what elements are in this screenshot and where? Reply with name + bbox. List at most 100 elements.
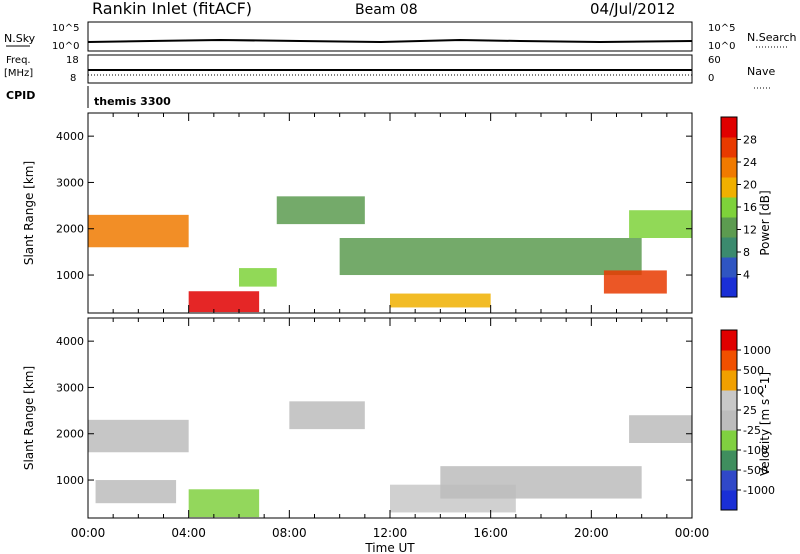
power-cbar-segment-3 [721, 217, 737, 238]
velocity-ytick-label-0: 1000 [56, 474, 84, 487]
velocity-cbar-label-3: 25 [743, 404, 757, 417]
power-colorbar: 28 24 20 16 12 8 4 [720, 116, 757, 298]
velocity-panel: Slant Range [km] 1000 2000 3000 4000 [22, 317, 693, 519]
power-ytick-label-1: 2000 [56, 223, 84, 236]
power-cbar-label-1: 24 [743, 156, 757, 169]
power-ytick-label-0: 1000 [56, 269, 84, 282]
velocity-cbar-label-2: 100 [743, 384, 764, 397]
date-label: 04/Jul/2012 [590, 0, 675, 18]
station-title: Rankin Inlet (fitACF) [92, 0, 252, 18]
power-cbar-label-5: 8 [743, 246, 750, 259]
noise-left-top: 10^5 [52, 23, 79, 34]
power-cbar-label-4: 12 [743, 224, 757, 237]
velocity-ylabel: Slant Range [km] [22, 366, 36, 470]
power-cbar-segment-4 [721, 197, 737, 218]
freq-unit-label: [MHz] [4, 68, 33, 79]
power-cbar-segment-5 [721, 177, 737, 198]
noise-right-bottom: 10^0 [708, 41, 735, 52]
velocity-data [88, 401, 692, 518]
x-tick-label-4: 16:00 [473, 526, 508, 540]
velocity-cbar-segment-3 [721, 430, 737, 451]
power-cbar-label-2: 20 [743, 179, 757, 192]
freq-label: Freq. [6, 55, 31, 66]
velocity-cbar-segment-4 [721, 410, 737, 431]
noise-panel: N.Sky 10^5 10^0 10^5 10^0 N.Search [4, 21, 797, 52]
velocity-cbar-label-7: -1000 [743, 484, 775, 497]
power-region-7 [629, 210, 692, 238]
velocity-cbar-label-6: -500 [743, 464, 768, 477]
power-xticks [87, 113, 693, 313]
x-tick-label-5: 20:00 [574, 526, 609, 540]
power-region-0 [88, 214, 189, 248]
power-cbar-segment-6 [721, 157, 737, 178]
x-tick-label-6: 00:00 [675, 526, 710, 540]
power-colorbar-label: Power [dB] [758, 190, 772, 255]
beam-label: Beam 08 [355, 2, 418, 18]
power-ylabel: Slant Range [km] [22, 161, 36, 265]
velocity-cbar-label-1: 500 [743, 364, 764, 377]
power-ytick-label-3: 4000 [56, 130, 84, 143]
power-data [88, 196, 692, 313]
velocity-ytick-label-2: 3000 [56, 381, 84, 394]
velocity-cbar-segment-7 [721, 350, 737, 371]
velocity-cbar-segment-1 [721, 470, 737, 491]
cpid-label: CPID [6, 89, 35, 102]
power-cbar-label-3: 16 [743, 201, 757, 214]
x-tick-label-1: 04:00 [171, 526, 206, 540]
power-cbar-segment-2 [721, 237, 737, 258]
n-sky-label: N.Sky [4, 32, 36, 45]
n-search-label: N.Search [747, 31, 797, 44]
noise-right-top: 10^5 [708, 23, 735, 34]
noise-sky-line [87, 38, 693, 44]
power-region-1 [188, 291, 260, 313]
x-tick-label-0: 00:00 [71, 526, 106, 540]
velocity-cbar-label-5: -100 [743, 444, 768, 457]
velocity-cbar-label-0: 1000 [743, 344, 771, 357]
power-yticks: 1000 2000 3000 4000 [56, 130, 692, 282]
power-cbar-segment-1 [721, 257, 737, 278]
x-axis-labels: 00:00 04:00 08:00 12:00 16:00 20:00 00:00 [71, 526, 710, 540]
velocity-cbar-frame [720, 329, 738, 511]
velocity-yticks: 1000 2000 3000 4000 [56, 335, 692, 487]
noise-left-bottom: 10^0 [52, 41, 79, 52]
velocity-ytick-label-1: 2000 [56, 428, 84, 441]
velocity-cbar-segment-2 [721, 450, 737, 471]
velocity-colorbar: 1000 500 100 25 -25 -100 -500 -1000 [720, 329, 775, 511]
velocity-region-3 [289, 401, 365, 430]
velocity-cbar-segment-5 [721, 390, 737, 411]
noise-trace [87, 38, 693, 44]
power-cbar-label-0: 28 [743, 134, 757, 147]
x-axis-title: Time UT [364, 541, 415, 554]
velocity-region-1 [95, 480, 177, 504]
velocity-region-5 [440, 466, 642, 499]
velocity-cbar-segment-6 [721, 370, 737, 391]
freq-trace [88, 69, 692, 76]
freq-tick-top: 18 [66, 55, 79, 66]
freq-panel: Freq. [MHz] 18 8 60 0 Nave CPID themis 3… [4, 54, 775, 108]
velocity-region-6 [629, 415, 692, 443]
velocity-cbar-label-4: -25 [743, 424, 761, 437]
cpid-value: themis 3300 [94, 95, 171, 108]
x-tick-label-2: 08:00 [272, 526, 307, 540]
nave-label: Nave [747, 65, 775, 78]
power-region-3 [276, 196, 365, 225]
nave-tick-top: 60 [708, 55, 721, 66]
velocity-xticks [87, 318, 693, 518]
nave-tick-bottom: 0 [708, 73, 714, 84]
power-cbar-segment-8 [721, 117, 737, 138]
x-tick-label-3: 12:00 [373, 526, 408, 540]
velocity-ytick-label-3: 4000 [56, 335, 84, 348]
velocity-region-0 [88, 419, 189, 453]
power-region-4 [339, 238, 642, 276]
freq-tick-bottom: 8 [70, 73, 76, 84]
power-region-6 [603, 270, 667, 294]
power-region-5 [390, 293, 491, 308]
power-region-2 [239, 268, 277, 287]
velocity-region-2 [188, 489, 260, 518]
power-panel: Slant Range [km] 1000 2000 3000 4000 [22, 112, 693, 314]
power-cbar-label-6: 4 [743, 269, 750, 282]
velocity-cbar-segment-0 [721, 490, 737, 511]
power-cbar-segment-0 [721, 277, 737, 298]
power-cbar-segment-7 [721, 137, 737, 158]
